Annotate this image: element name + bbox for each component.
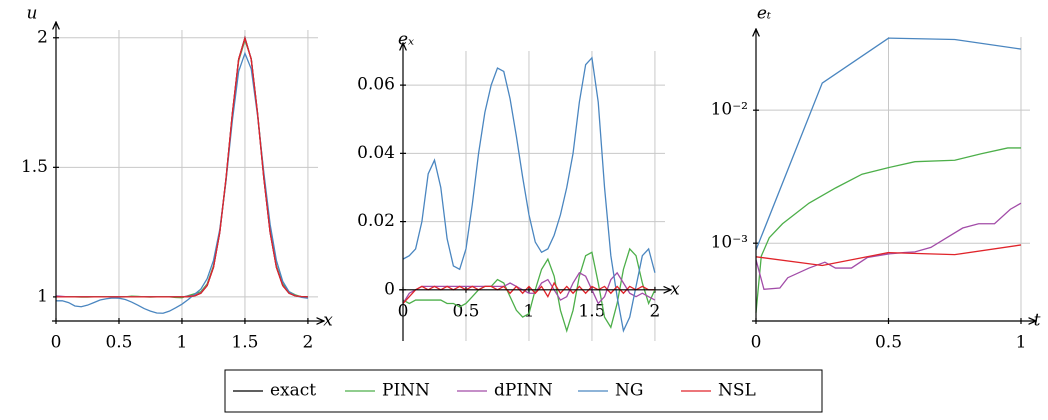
series-line	[402, 247, 656, 333]
x-tick-label: 2	[650, 301, 661, 321]
x-tick-label: 0	[751, 333, 762, 353]
y-tick-label: 0.04	[357, 143, 395, 163]
y-tick-label: 2	[37, 27, 48, 47]
y-tick-label: 0.06	[357, 75, 395, 95]
y-tick-label: 10⁻³	[711, 233, 748, 253]
x-tick-label: 0.5	[452, 301, 479, 321]
y-axis-label: eₓ	[398, 30, 414, 50]
legend-label: NG	[615, 381, 643, 401]
series-line	[755, 202, 1022, 291]
legend-label: NSL	[718, 381, 756, 401]
x-axis-label: x	[670, 280, 680, 300]
legend-label: dPINN	[494, 381, 553, 401]
x-tick-label: 1.5	[231, 333, 258, 353]
y-tick-label: 1.5	[21, 157, 48, 177]
series-line	[755, 147, 1021, 313]
x-tick-label: 1	[1016, 333, 1027, 353]
x-axis-label: x	[323, 311, 333, 331]
series-line	[56, 36, 308, 298]
y-axis-label: eₜ	[757, 4, 772, 24]
y-tick-label: 0.02	[357, 211, 395, 231]
series-line	[402, 271, 656, 305]
y-tick-label: 10⁻²	[711, 100, 748, 120]
x-tick-label: 1	[177, 333, 188, 353]
x-tick-label: 0.5	[875, 333, 902, 353]
legend-label: exact	[270, 381, 316, 401]
series-line	[56, 51, 308, 314]
legend-box	[224, 369, 823, 413]
y-axis-label: u	[27, 4, 38, 24]
series-line	[755, 244, 1022, 267]
legend-label: PINN	[382, 381, 430, 401]
series-line	[402, 56, 656, 333]
y-tick-label: 0	[384, 279, 395, 299]
x-tick-label: 0	[51, 333, 62, 353]
x-tick-label: 0.5	[105, 333, 132, 353]
x-tick-label: 2	[303, 333, 314, 353]
y-tick-label: 1	[37, 286, 48, 306]
x-tick-label: 1.5	[578, 301, 605, 321]
series-line	[755, 37, 1022, 251]
x-axis-label: t	[1034, 311, 1041, 331]
series-line	[402, 281, 655, 304]
